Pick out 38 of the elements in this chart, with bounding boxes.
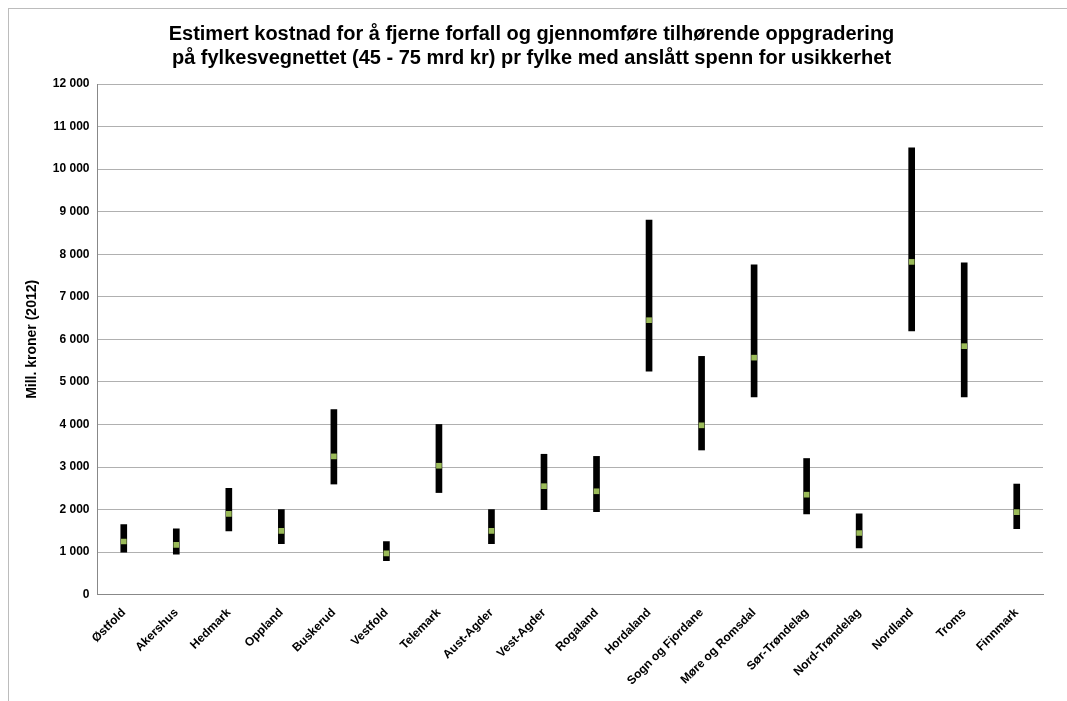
y-axis-title: Mill. kroner (2012) bbox=[23, 279, 40, 399]
y-tick-label: 2 000 bbox=[59, 501, 90, 516]
y-tick-label: 9 000 bbox=[59, 203, 90, 218]
point bbox=[908, 259, 915, 265]
point bbox=[751, 354, 757, 361]
y-tick-label: 0 bbox=[82, 587, 90, 602]
point bbox=[225, 511, 232, 517]
point bbox=[646, 317, 652, 324]
bar bbox=[803, 458, 810, 515]
point bbox=[120, 538, 127, 545]
point bbox=[593, 488, 600, 495]
chart-title: Estimert kostnad for å fjerne forfall og gjennomføre tilhørende oppgradering på fylkesvegnettet (45 - 75 mrd kr) pr fylke med anslått spenn for usikkerhet bbox=[168, 21, 895, 68]
bar bbox=[908, 147, 916, 332]
y-tick-label: 4 000 bbox=[59, 416, 90, 431]
point bbox=[698, 422, 705, 429]
y-tick-label: 3 000 bbox=[59, 459, 90, 474]
bar bbox=[593, 456, 600, 513]
point bbox=[1013, 509, 1020, 515]
point bbox=[278, 528, 285, 534]
y-tick-label: 7 000 bbox=[59, 289, 90, 304]
bar bbox=[960, 262, 968, 398]
point bbox=[541, 483, 547, 489]
y-tick-label: 8 000 bbox=[59, 246, 90, 261]
y-tick-label: 6 000 bbox=[59, 331, 90, 346]
bar bbox=[750, 264, 758, 398]
bar bbox=[645, 219, 653, 372]
point bbox=[331, 453, 337, 460]
y-tick-label: 12 000 bbox=[52, 76, 90, 91]
y-tick-label: 1 000 bbox=[59, 544, 90, 559]
y-tick-label: 5 000 bbox=[59, 374, 90, 389]
point bbox=[436, 462, 442, 469]
point bbox=[803, 491, 810, 498]
y-tick-label: 11 000 bbox=[53, 118, 90, 133]
y-tick-label: 10 000 bbox=[52, 161, 90, 176]
point bbox=[488, 528, 495, 534]
point bbox=[856, 530, 862, 536]
point bbox=[961, 343, 968, 349]
bar bbox=[698, 356, 705, 451]
